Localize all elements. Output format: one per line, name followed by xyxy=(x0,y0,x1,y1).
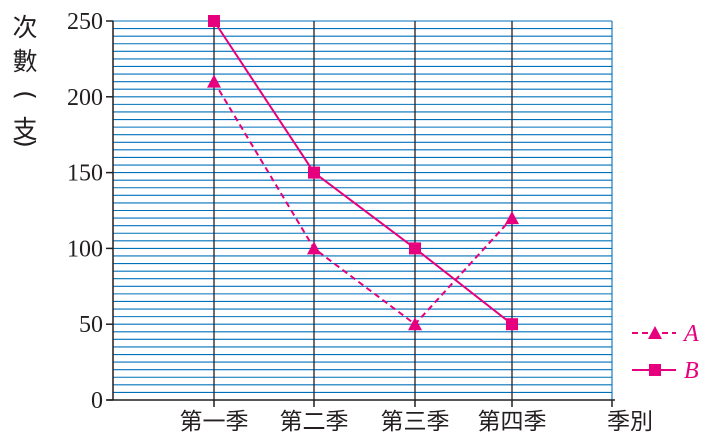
x-tick-label: 第四季 xyxy=(478,409,547,435)
data-point xyxy=(506,318,518,331)
y-tick-label: 100 xyxy=(67,236,103,262)
data-point xyxy=(307,241,321,255)
data-point xyxy=(208,15,220,27)
x-tick-label: 第三季 xyxy=(381,409,450,435)
y-tick-label: 0 xyxy=(91,388,103,414)
data-point xyxy=(505,211,519,225)
legend-item-b: B xyxy=(632,358,699,384)
y-tick-label: 250 xyxy=(67,9,103,35)
data-point xyxy=(308,166,320,179)
x-tick-label: 第一季 xyxy=(180,409,249,435)
legend: AB xyxy=(632,321,699,384)
series-line xyxy=(213,81,513,326)
series-line xyxy=(213,20,513,325)
y-tick-label: 200 xyxy=(67,85,103,111)
x-axis-label: 季別 xyxy=(607,409,653,435)
legend-label: B xyxy=(684,358,699,384)
series-b xyxy=(208,15,518,331)
data-point xyxy=(649,364,661,376)
y-tick-label: 50 xyxy=(79,312,103,338)
data-point xyxy=(409,242,421,255)
y-axis-label-char: 支 xyxy=(12,115,38,144)
grid-lines xyxy=(113,20,613,400)
y-tick-label: 150 xyxy=(67,161,103,187)
x-tick-label: 第二季 xyxy=(280,409,349,435)
data-point xyxy=(207,74,221,88)
y-axis-label-char: 數 xyxy=(12,47,38,76)
data-point xyxy=(408,317,422,331)
y-axis-label-char: 次 xyxy=(12,13,38,42)
legend-label: A xyxy=(682,321,699,347)
data-point xyxy=(648,326,662,339)
legend-item-a: A xyxy=(632,321,699,347)
series-a xyxy=(207,74,519,331)
